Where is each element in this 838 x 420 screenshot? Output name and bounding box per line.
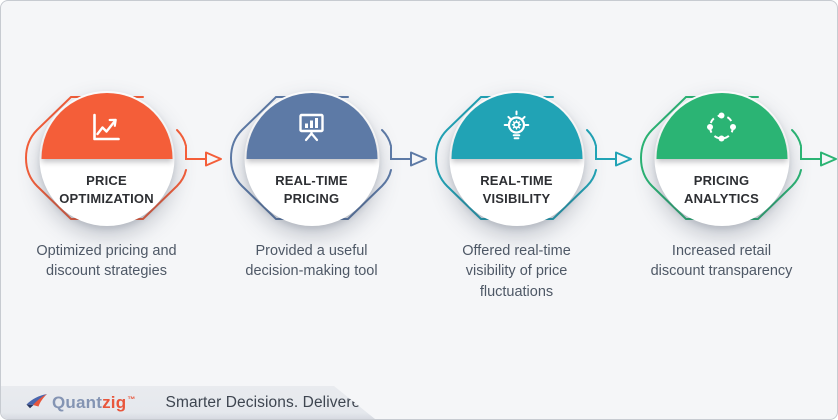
hexagon-ring: [639, 96, 802, 220]
trademark-mark: ™: [127, 394, 136, 404]
arrow-right-icon: [390, 146, 427, 167]
hexagon-ring: [24, 96, 187, 220]
step-circle: REAL-TIME PRICING: [244, 91, 379, 226]
step-title: REAL-TIME VISIBILITY: [480, 173, 553, 206]
lightbulb-gear-icon: [503, 110, 530, 140]
brand-tagline: Smarter Decisions. Delivered.: [165, 393, 374, 411]
quantzig-logo-icon: [26, 394, 47, 409]
step-title: PRICE OPTIMIZATION: [59, 173, 154, 206]
arrow-right-icon: [595, 146, 632, 167]
step-title: PRICING ANALYTICS: [684, 173, 759, 206]
network-dots-icon: [707, 112, 736, 142]
step-pricing-analytics: PRICING ANALYTICS Increased retail disco…: [619, 1, 837, 419]
step-description: Offered real-time visibility of price fl…: [462, 243, 571, 300]
step-real-time-pricing: REAL-TIME PRICING Provided a useful deci…: [209, 1, 427, 419]
arrow-right-icon: [185, 146, 222, 167]
footer-brand-bar: Quant zig ™ Smarter Decisions. Delivered.: [1, 386, 375, 419]
step-description: Provided a useful decision-making tool: [245, 243, 378, 280]
step-description: Increased retail discount transparency: [650, 243, 793, 280]
brand-name-suffix: zig: [102, 392, 127, 412]
step-circle: PRICING ANALYTICS: [654, 91, 789, 226]
step-price-optimization: PRICE OPTIMIZATION Optimized pricing and…: [4, 1, 222, 419]
step-circle: PRICE OPTIMIZATION: [39, 91, 174, 226]
arrow-right-icon: [800, 146, 837, 167]
step-circle: REAL-TIME VISIBILITY: [449, 91, 584, 226]
step-description: Optimized pricing and discount strategie…: [36, 243, 177, 280]
step-title: REAL-TIME PRICING: [275, 173, 348, 206]
hexagon-ring: [229, 96, 392, 220]
presentation-chart-icon: [299, 113, 324, 142]
step-real-time-visibility: REAL-TIME VISIBILITY Offered real-time v…: [414, 1, 632, 419]
line-chart-icon: [93, 113, 120, 141]
brand-logo: Quant zig ™: [25, 393, 136, 413]
brand-name-prefix: Quant: [52, 392, 103, 412]
hexagon-ring: [434, 96, 597, 220]
